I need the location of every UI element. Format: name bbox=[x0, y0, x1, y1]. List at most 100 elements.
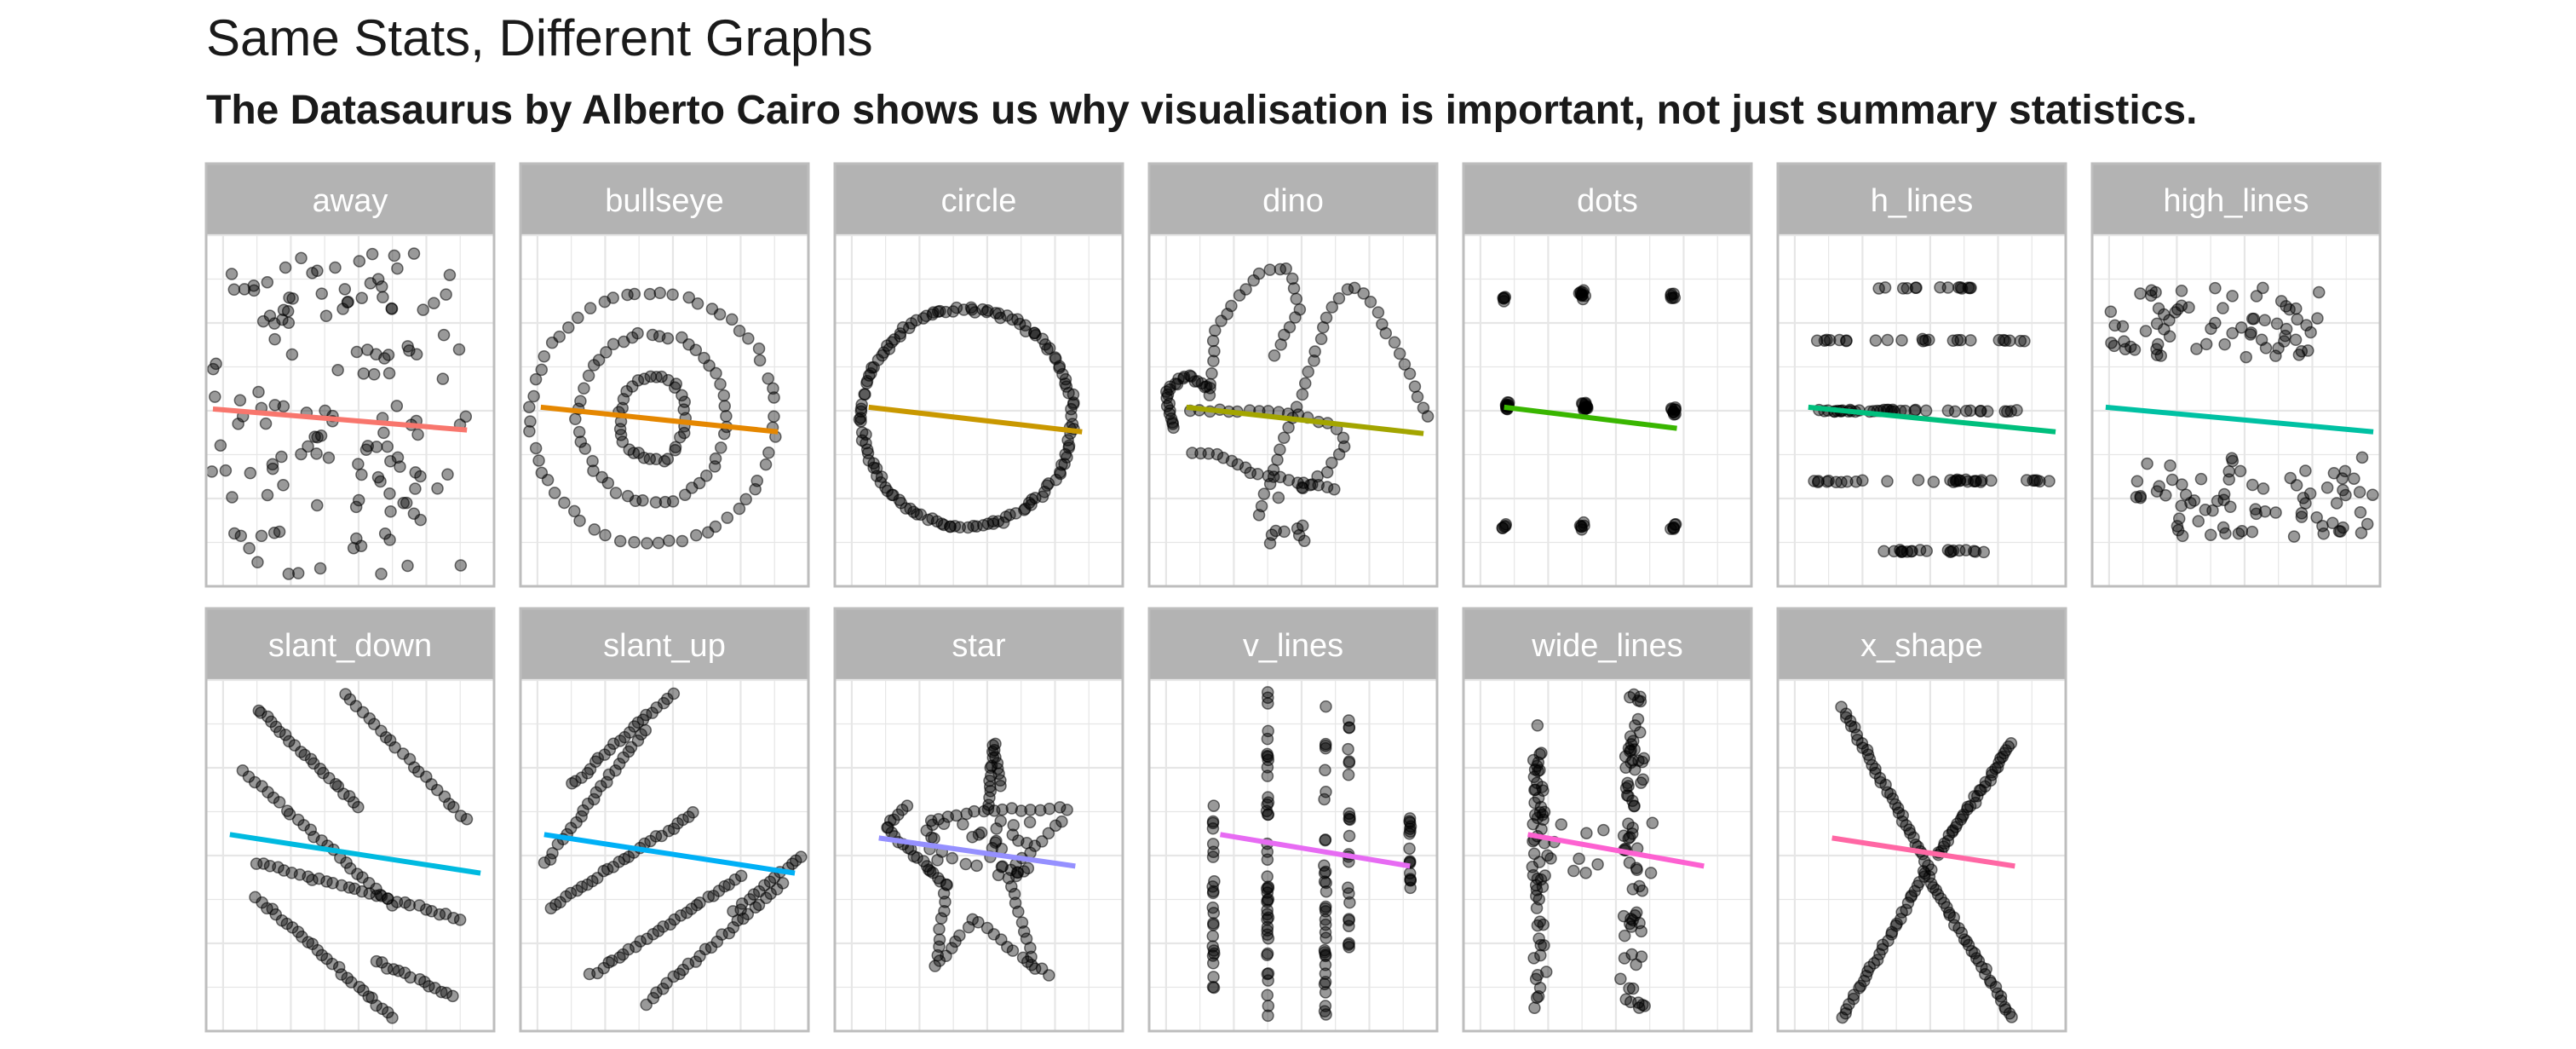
data-point bbox=[1618, 952, 1631, 965]
data-point bbox=[600, 346, 612, 359]
data-point bbox=[2235, 524, 2249, 538]
data-point bbox=[410, 348, 423, 361]
data-point bbox=[1909, 281, 1923, 294]
data-point bbox=[431, 482, 444, 495]
facet-x_shape: x_shape bbox=[1776, 607, 2067, 1033]
data-point bbox=[2353, 486, 2366, 499]
data-point bbox=[295, 251, 308, 265]
data-point bbox=[1239, 283, 1252, 296]
data-point bbox=[1042, 827, 1055, 840]
data-point bbox=[1408, 380, 1422, 393]
data-point bbox=[2154, 349, 2168, 362]
data-point bbox=[266, 458, 279, 471]
data-point bbox=[332, 960, 346, 974]
data-point bbox=[929, 960, 941, 972]
data-point bbox=[1946, 544, 1960, 557]
data-point bbox=[643, 287, 657, 301]
facet-strip bbox=[206, 164, 494, 235]
data-point bbox=[607, 337, 620, 351]
data-point bbox=[676, 331, 688, 344]
data-point bbox=[401, 559, 414, 573]
trend-line-dino bbox=[1186, 404, 1424, 436]
data-point bbox=[667, 687, 681, 700]
points-v_lines bbox=[1206, 686, 1417, 1023]
data-point bbox=[1532, 932, 1545, 945]
data-point bbox=[2300, 319, 2313, 331]
facet-slant_down: slant_down bbox=[204, 607, 496, 1033]
data-point bbox=[1343, 829, 1356, 843]
data-point bbox=[2280, 300, 2292, 313]
data-point bbox=[1527, 847, 1541, 861]
panel-border bbox=[204, 162, 496, 588]
points-high_lines bbox=[2104, 281, 2379, 543]
data-point bbox=[653, 286, 666, 300]
data-point bbox=[282, 568, 296, 580]
facet-label: bullseye bbox=[605, 183, 723, 219]
facet-strip bbox=[1149, 164, 1437, 235]
data-point bbox=[2119, 343, 2132, 355]
data-point bbox=[436, 372, 450, 385]
data-point bbox=[1955, 282, 1969, 295]
plot-panel bbox=[520, 678, 810, 1033]
data-point bbox=[1533, 982, 1547, 994]
data-point bbox=[1007, 819, 1021, 832]
facet-label: star bbox=[952, 628, 1006, 664]
data-point bbox=[1532, 792, 1545, 804]
data-point bbox=[1320, 481, 1334, 493]
data-point bbox=[1262, 697, 1274, 710]
data-point bbox=[1262, 974, 1274, 987]
data-point bbox=[2128, 343, 2142, 356]
data-point bbox=[1320, 311, 1333, 325]
data-point bbox=[957, 818, 969, 831]
facet-strip bbox=[1778, 164, 2066, 235]
data-point bbox=[1497, 291, 1509, 304]
data-point bbox=[900, 799, 914, 812]
data-point bbox=[2139, 325, 2153, 337]
data-point bbox=[1043, 802, 1056, 816]
data-point bbox=[1622, 741, 1636, 755]
data-point bbox=[2303, 487, 2317, 500]
plot-panel bbox=[1778, 233, 2067, 588]
data-point bbox=[558, 496, 571, 510]
data-point bbox=[776, 877, 790, 890]
data-point bbox=[1207, 799, 1221, 812]
facet-label: slant_up bbox=[603, 628, 726, 664]
data-point bbox=[1578, 519, 1590, 533]
data-point bbox=[641, 537, 653, 550]
data-point bbox=[853, 412, 866, 426]
data-point bbox=[2234, 321, 2248, 334]
data-point bbox=[349, 500, 363, 514]
data-point bbox=[1348, 281, 1361, 295]
data-point bbox=[1055, 815, 1068, 828]
data-point bbox=[291, 567, 305, 579]
data-point bbox=[1627, 688, 1641, 701]
data-point bbox=[2194, 472, 2208, 486]
data-point bbox=[244, 466, 257, 480]
data-point bbox=[313, 872, 325, 885]
data-point bbox=[375, 568, 388, 580]
data-point bbox=[1308, 345, 1321, 358]
panel-border bbox=[519, 607, 810, 1033]
panel-border bbox=[1462, 162, 1753, 588]
data-point bbox=[1540, 965, 1553, 978]
data-point bbox=[267, 317, 281, 330]
data-point bbox=[1289, 311, 1302, 324]
data-point bbox=[304, 823, 318, 837]
data-point bbox=[2337, 483, 2349, 497]
data-point bbox=[1035, 835, 1049, 848]
data-point bbox=[762, 372, 774, 385]
data-point bbox=[1261, 870, 1274, 883]
data-point bbox=[587, 359, 601, 372]
trend-line-away bbox=[212, 406, 468, 433]
panel-border bbox=[833, 607, 1124, 1033]
data-point bbox=[2199, 337, 2213, 351]
data-point bbox=[2295, 510, 2309, 523]
facet-label: away bbox=[313, 183, 388, 219]
data-point bbox=[699, 470, 713, 482]
data-point bbox=[273, 796, 286, 809]
data-point bbox=[681, 957, 695, 971]
data-point bbox=[734, 869, 748, 883]
data-point bbox=[2105, 337, 2118, 349]
data-point bbox=[1204, 382, 1216, 395]
data-point bbox=[2366, 488, 2379, 501]
